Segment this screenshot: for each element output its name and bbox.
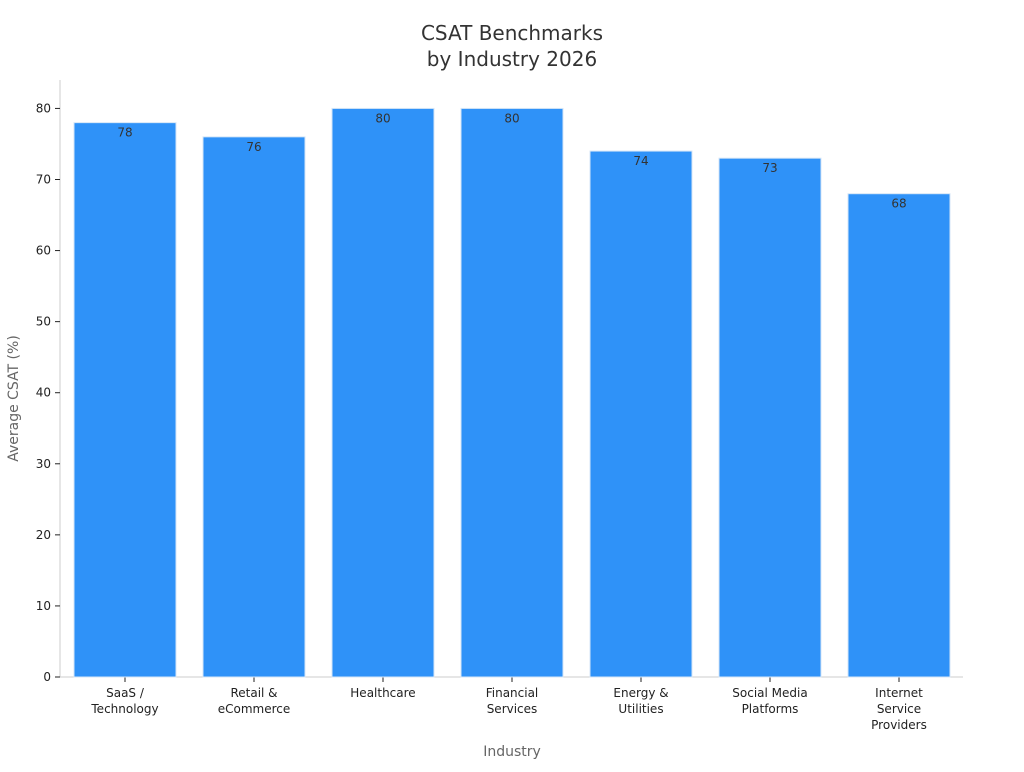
chart-title-line: by Industry 2026 — [427, 47, 597, 71]
bars — [73, 107, 951, 678]
y-tick-label: 10 — [36, 599, 51, 613]
bar — [73, 122, 177, 678]
x-tick-label: Social Media Platforms — [732, 686, 807, 716]
bar-value-label: 73 — [762, 161, 777, 175]
y-tick-label: 50 — [36, 315, 51, 329]
bar — [718, 157, 822, 678]
y-tick-label: 0 — [43, 670, 51, 684]
x-tick-label: Financial Services — [486, 686, 539, 716]
bar-value-label: 76 — [246, 140, 261, 154]
y-tick-label: 60 — [36, 244, 51, 258]
bar-value-label: 80 — [375, 111, 390, 125]
x-tick-label: Internet Service Providers — [871, 686, 927, 732]
bar-value-label: 78 — [117, 126, 132, 140]
y-tick-label: 20 — [36, 528, 51, 542]
y-axis-title: Average CSAT (%) — [6, 335, 22, 462]
bar — [589, 150, 693, 678]
chart-title-line: CSAT Benchmarks — [421, 21, 603, 45]
y-tick-label: 40 — [36, 386, 51, 400]
y-tick-label: 80 — [36, 101, 51, 115]
bar — [202, 136, 306, 678]
bar — [460, 107, 564, 678]
x-tick-label: Healthcare — [350, 686, 415, 700]
bar — [331, 107, 435, 678]
bar-value-label: 74 — [633, 154, 648, 168]
x-tick-label: SaaS / Technology — [90, 686, 158, 716]
x-tick-label: Energy & Utilities — [613, 686, 668, 716]
labels: 78 SaaS / Technology 76 Retail & eCommerce 80 H… — [90, 111, 926, 732]
bar-value-label: 80 — [504, 111, 519, 125]
bar — [847, 193, 951, 678]
bar-value-label: 68 — [891, 197, 906, 211]
y-tick-label: 30 — [36, 457, 51, 471]
x-tick-label: Retail & eCommerce — [218, 686, 291, 716]
x-axis-title: Industry — [483, 744, 541, 760]
y-tick-label: 70 — [36, 173, 51, 187]
